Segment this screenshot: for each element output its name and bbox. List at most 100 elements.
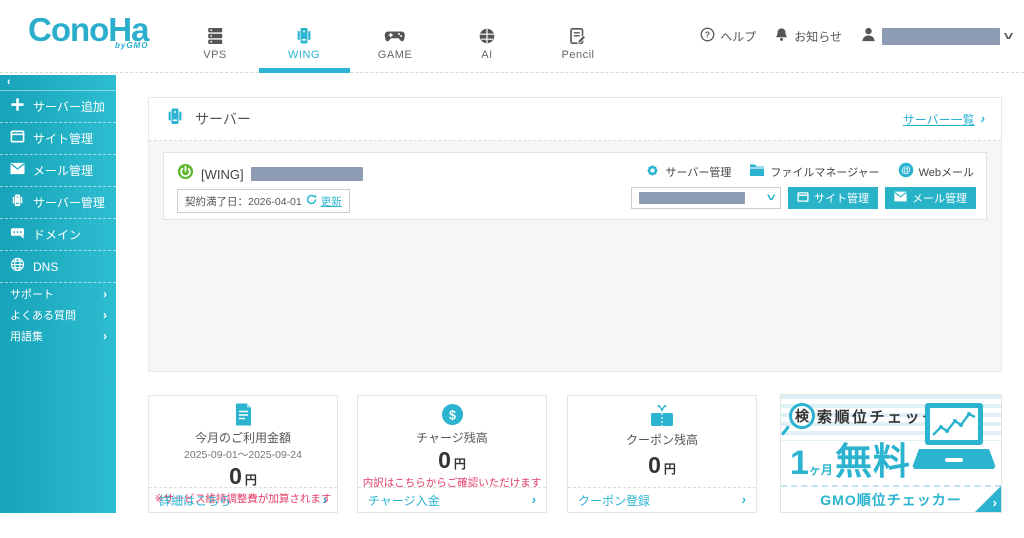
notifications-link[interactable]: お知らせ xyxy=(774,27,842,45)
user-menu[interactable]: ˅ xyxy=(860,26,1013,46)
billing-card-title: 今月のご利用金額 xyxy=(194,431,291,445)
site-select-dropdown[interactable]: ˅ xyxy=(631,187,781,209)
site-management-button[interactable]: サイト管理 xyxy=(788,187,878,209)
file-manager-link[interactable]: ファイルマネージャー xyxy=(749,162,880,181)
chevron-right-icon: › xyxy=(992,495,997,510)
top-header: ConoHa byGMO VPS WING GAME AI xyxy=(0,0,1024,73)
coupon-register-link[interactable]: クーポン登録 xyxy=(568,487,756,512)
banner-free-offer: 1ヶ月無料 xyxy=(790,441,911,482)
power-status-icon xyxy=(177,163,194,185)
chevron-right-icon xyxy=(103,306,107,324)
server-actions: ˅ サイト管理 メール管理 xyxy=(631,187,976,209)
server-panel-header: サーバー サーバー一覧 xyxy=(149,98,1001,141)
banner-headline: 検 索順位チェック xyxy=(789,403,940,429)
sidebar-item-label: サーバー管理 xyxy=(33,196,105,210)
billing-note: ※サービス維持調整費が加算されます xyxy=(154,493,332,505)
server-management-link[interactable]: サーバー管理 xyxy=(645,162,731,181)
sidebar-item-label: ドメイン xyxy=(33,228,82,242)
chevron-down-icon: ˅ xyxy=(766,192,776,204)
gear-icon xyxy=(645,163,660,181)
server-name-prefix: [WING] xyxy=(201,166,244,182)
dollar-circle-icon: $ xyxy=(358,403,546,428)
tab-ai[interactable]: AI xyxy=(478,27,496,61)
refresh-icon xyxy=(306,192,317,210)
tab-wing[interactable]: WING xyxy=(288,27,320,61)
user-name-redacted xyxy=(881,27,1000,45)
mail-icon xyxy=(10,162,25,180)
tab-game[interactable]: GAME xyxy=(378,27,412,61)
gamepad-icon xyxy=(378,27,412,47)
mail-management-button[interactable]: メール管理 xyxy=(885,187,976,209)
plus-icon xyxy=(10,97,25,117)
header-right: ? ヘルプ お知らせ ˅ xyxy=(700,0,1013,72)
vps-servers-icon xyxy=(203,27,227,47)
mail-icon xyxy=(894,191,907,205)
sidebar-link-faq[interactable]: よくある質問 xyxy=(0,304,116,325)
banner-footer: GMO順位チェッカー xyxy=(781,485,1001,512)
webmail-globe-icon: @ xyxy=(898,162,914,181)
help-link[interactable]: ? ヘルプ xyxy=(700,27,756,45)
sidebar-link-glossary[interactable]: 用語集 xyxy=(0,325,116,346)
server-quick-links: サーバー管理 ファイルマネージャー @ Webメール xyxy=(645,162,974,181)
chevron-right-icon xyxy=(103,327,107,345)
sidebar-item-label: サイト管理 xyxy=(33,132,94,146)
contract-expiry-label: 契約満了日：2026-04-01 xyxy=(185,195,302,208)
sidebar-item-mail-management[interactable]: メール管理 xyxy=(0,155,116,187)
sidebar-item-server-management[interactable]: サーバー管理 xyxy=(0,187,116,219)
chevron-right-icon xyxy=(103,285,107,303)
gmo-rank-checker-banner[interactable]: 検 索順位チェック 1ヶ月無料 GMO順位チェッカー › xyxy=(780,394,1002,513)
tab-wing-label: WING xyxy=(288,49,320,61)
site-window-icon xyxy=(797,191,809,206)
tab-pencil-label: Pencil xyxy=(561,49,595,61)
sidebar-item-dns[interactable]: DNS xyxy=(0,251,116,283)
coupon-scissors-icon xyxy=(568,404,756,430)
server-name-redacted xyxy=(250,167,363,181)
chevron-right-icon xyxy=(981,110,985,128)
question-circle-icon: ? xyxy=(700,27,715,45)
sidebar-item-label: DNS xyxy=(33,259,59,274)
billing-details-link[interactable]: 詳細はこちら xyxy=(149,487,337,512)
sidebar-item-domain[interactable]: ドメイン xyxy=(0,219,116,251)
help-label: ヘルプ xyxy=(720,29,757,44)
panel-title: サーバー xyxy=(195,111,251,127)
receipt-icon xyxy=(149,403,337,428)
conoha-logo[interactable]: ConoHa byGMO xyxy=(28,11,149,51)
person-icon xyxy=(860,26,877,46)
sidebar-item-label: メール管理 xyxy=(33,164,94,178)
sidebar-item-site-management[interactable]: サイト管理 xyxy=(0,123,116,155)
server-panel: サーバー サーバー一覧 [WING] 契約満了日：2026-04-01 更新 xyxy=(148,97,1002,372)
sidebar-item-add-server[interactable]: サーバー追加 xyxy=(0,91,116,123)
pencil-document-icon xyxy=(562,27,595,47)
bell-icon xyxy=(774,27,789,45)
server-list-link[interactable]: サーバー一覧 xyxy=(903,110,985,128)
magnifier-icon: 検 xyxy=(789,403,815,429)
notice-label: お知らせ xyxy=(794,29,842,44)
sidebar-collapse-button[interactable]: ‹ xyxy=(0,75,116,91)
server-card: [WING] 契約満了日：2026-04-01 更新 サーバー管理 xyxy=(163,152,987,220)
domain-card-icon xyxy=(10,225,25,245)
folder-icon xyxy=(749,163,765,180)
server-identity: [WING] xyxy=(177,163,363,185)
chevron-right-icon xyxy=(323,491,327,509)
tab-game-label: GAME xyxy=(377,49,413,61)
coupon-card-title: クーポン残高 xyxy=(625,433,698,447)
logo-text: ConoHa xyxy=(28,11,149,48)
tab-vps[interactable]: VPS xyxy=(203,27,227,61)
svg-text:@: @ xyxy=(901,165,910,176)
site-window-icon xyxy=(10,129,25,149)
sidebar-link-support[interactable]: サポート xyxy=(0,283,116,304)
charge-note: 内訳はこちらからご確認いただけます xyxy=(362,477,542,489)
tab-vps-label: VPS xyxy=(203,49,227,61)
ai-brain-icon xyxy=(478,27,496,47)
webmail-link[interactable]: @ Webメール xyxy=(898,162,974,181)
billing-period: 2025-09-01～2025-09-24 xyxy=(184,449,302,461)
banner-corner-triangle xyxy=(975,486,1001,512)
renew-link[interactable]: 更新 xyxy=(320,195,342,208)
charge-deposit-link[interactable]: チャージ入金 xyxy=(358,487,546,512)
tab-pencil[interactable]: Pencil xyxy=(562,27,595,61)
logo-subtext: byGMO xyxy=(115,41,149,50)
charge-card-title: チャージ残高 xyxy=(416,431,488,445)
